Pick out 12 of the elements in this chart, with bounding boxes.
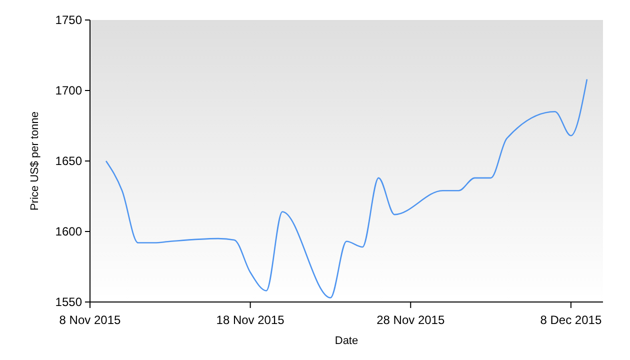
y-tick-label: 1550 bbox=[55, 295, 82, 310]
x-tick-label: 18 Nov 2015 bbox=[216, 313, 285, 327]
y-tick-label: 1650 bbox=[55, 154, 82, 168]
x-tick-label: 28 Nov 2015 bbox=[376, 313, 445, 327]
y-tick-label: 1600 bbox=[55, 224, 82, 239]
y-tick-label: 1700 bbox=[55, 84, 82, 98]
line-series bbox=[105, 78, 588, 298]
x-tick-label: 8 Dec 2015 bbox=[540, 313, 602, 327]
x-axis-title: Date bbox=[334, 335, 358, 347]
y-axis-title: Price US$ per tonne bbox=[29, 111, 41, 211]
y-tick-label: 1750 bbox=[55, 13, 82, 28]
x-tick-label: 8 Nov 2015 bbox=[59, 313, 122, 327]
